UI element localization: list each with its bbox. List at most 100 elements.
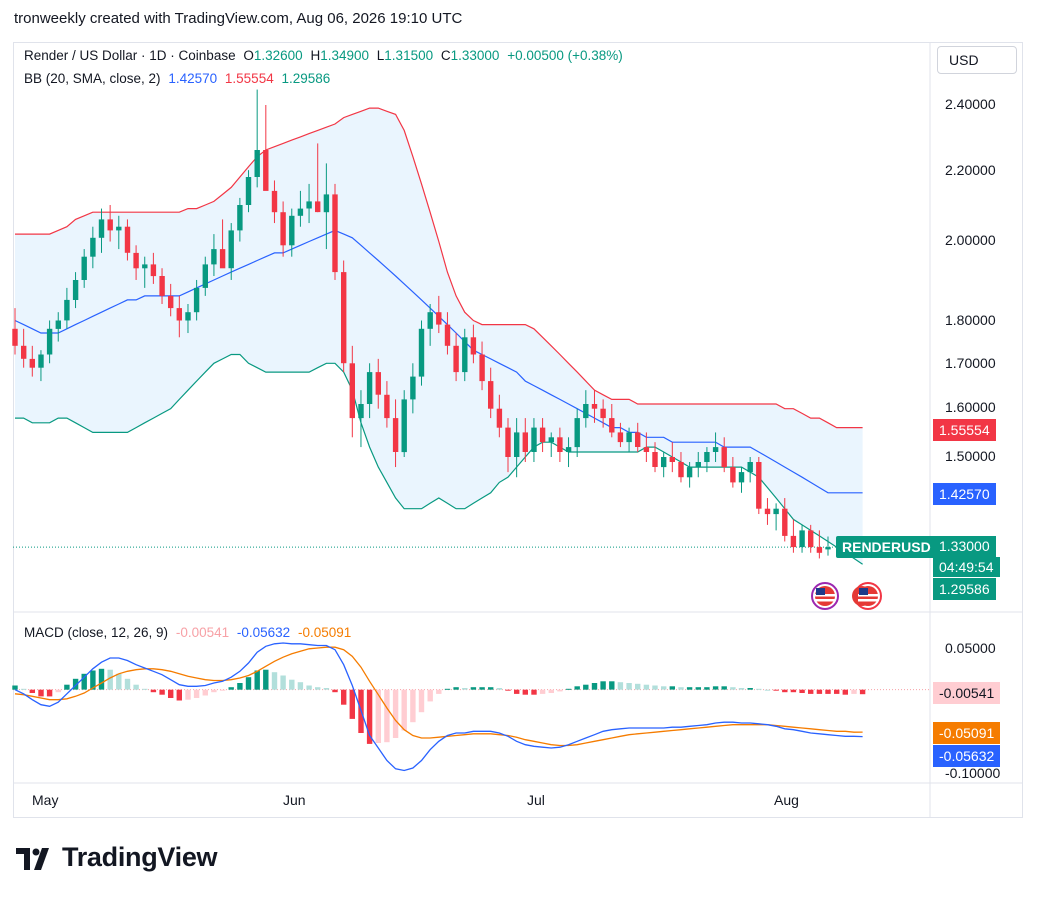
macd-histogram-bar bbox=[782, 689, 788, 693]
last-price-tag: 1.33000 bbox=[933, 536, 996, 557]
close-label: C bbox=[440, 48, 451, 63]
candle-body bbox=[142, 264, 148, 269]
macd-histogram-bar bbox=[90, 670, 96, 690]
price-tick-label: 2.40000 bbox=[945, 96, 996, 112]
x-tick-label: Jun bbox=[283, 792, 306, 808]
candle-body bbox=[557, 437, 563, 452]
upper-band-tag: 1.55554 bbox=[933, 419, 996, 441]
candle-body bbox=[773, 508, 779, 515]
candle-body bbox=[453, 345, 459, 373]
macd-histogram-bar bbox=[219, 689, 226, 691]
macd-histogram-bar bbox=[375, 689, 381, 743]
candle-body bbox=[522, 432, 528, 452]
macd-histogram-bar bbox=[669, 686, 675, 690]
candle-body bbox=[81, 256, 87, 280]
low-value: 1.31500 bbox=[384, 48, 434, 63]
macd-histogram-bar bbox=[842, 689, 848, 695]
candle-body bbox=[38, 354, 44, 368]
candle-body bbox=[263, 150, 269, 191]
candle-body bbox=[315, 201, 321, 213]
currency-button[interactable]: USD bbox=[937, 46, 1017, 74]
macd-histogram-bar bbox=[756, 688, 762, 690]
candle-body bbox=[652, 452, 658, 467]
candle-body bbox=[565, 447, 572, 452]
candle-body bbox=[401, 399, 407, 453]
macd-histogram-bar bbox=[150, 689, 157, 693]
macd-histogram-bar bbox=[505, 689, 511, 691]
candle-body bbox=[410, 376, 416, 400]
candle-body bbox=[686, 467, 693, 478]
macd-histogram-bar bbox=[738, 688, 745, 690]
macd-histogram-bar bbox=[185, 689, 191, 700]
candle-body bbox=[738, 472, 745, 483]
candle-body bbox=[254, 150, 260, 177]
open-value: 1.32600 bbox=[253, 48, 303, 63]
macd-histogram-bar bbox=[764, 689, 771, 691]
macd-histogram-bar bbox=[193, 689, 200, 698]
macd-histogram-bar bbox=[280, 675, 286, 690]
candle-body bbox=[332, 194, 338, 273]
bb-basis-value: 1.42570 bbox=[168, 71, 218, 86]
candle-body bbox=[591, 404, 598, 409]
bb-label[interactable]: BB (20, SMA, close, 2) bbox=[24, 71, 161, 86]
macd-histogram-bar bbox=[306, 685, 312, 690]
candle-body bbox=[219, 249, 226, 269]
candle-body bbox=[90, 237, 96, 257]
macd-histogram-bar bbox=[392, 689, 399, 738]
macd-histogram-bar bbox=[825, 689, 831, 694]
macd-histogram-bar bbox=[444, 688, 451, 690]
x-tick-label: May bbox=[32, 792, 59, 808]
bollinger-upper-line bbox=[15, 107, 863, 429]
candle-body bbox=[384, 394, 390, 419]
macd-histogram-bar bbox=[12, 685, 18, 690]
macd-histogram-bar bbox=[548, 689, 554, 693]
macd-histogram-bar bbox=[799, 689, 805, 693]
candle-body bbox=[712, 447, 719, 452]
candle-body bbox=[306, 201, 312, 209]
candle-body bbox=[366, 372, 373, 404]
candle-body bbox=[816, 547, 823, 553]
candle-body bbox=[72, 280, 79, 300]
chart-frame bbox=[13, 42, 1023, 818]
candle-body bbox=[661, 457, 667, 468]
price-tick-label: 1.60000 bbox=[945, 399, 996, 415]
candle-body bbox=[609, 418, 615, 433]
candle-body bbox=[176, 308, 182, 321]
symbol-legend: Render / US Dollar · 1D · Coinbase O1.32… bbox=[24, 48, 627, 63]
candle-body bbox=[531, 427, 537, 452]
macd-histogram-bar bbox=[626, 683, 632, 690]
candle-body bbox=[237, 205, 243, 231]
candle-body bbox=[116, 226, 122, 231]
macd-histogram-bar bbox=[384, 689, 390, 743]
bb-legend: BB (20, SMA, close, 2) 1.42570 1.55554 1… bbox=[24, 71, 334, 86]
macd-histogram-bar bbox=[72, 678, 79, 690]
symbol-title[interactable]: Render / US Dollar · 1D · Coinbase bbox=[24, 48, 236, 63]
macd-histogram-bar bbox=[600, 681, 606, 690]
candle-body bbox=[228, 230, 234, 269]
high-value: 1.34900 bbox=[320, 48, 370, 63]
macd-tick-label: -0.10000 bbox=[945, 765, 1001, 781]
tradingview-logo[interactable]: TradingView bbox=[16, 842, 218, 873]
candle-body bbox=[150, 264, 157, 277]
price-tick-label: 1.80000 bbox=[945, 312, 996, 328]
chart-caption: tronweekly created with TradingView.com,… bbox=[14, 10, 463, 27]
candle-body bbox=[635, 432, 641, 447]
candle-body bbox=[747, 462, 753, 473]
candle-body bbox=[358, 404, 364, 419]
price-tick-label: 2.00000 bbox=[945, 232, 996, 248]
macd-histogram-bar bbox=[514, 689, 520, 694]
us-flag-icon[interactable] bbox=[810, 581, 890, 611]
candle-body bbox=[185, 312, 191, 321]
macd-histogram-bar bbox=[453, 687, 459, 690]
candle-body bbox=[669, 457, 675, 462]
macd-histogram-bar bbox=[643, 684, 650, 690]
macd-histogram-bar bbox=[98, 668, 105, 690]
candle-body bbox=[280, 212, 286, 246]
macd-histogram-bar bbox=[38, 689, 44, 697]
candle-body bbox=[349, 363, 355, 419]
macd-histogram-bar bbox=[21, 688, 27, 690]
macd-label[interactable]: MACD (close, 12, 26, 9) bbox=[24, 625, 169, 640]
candle-body bbox=[107, 219, 113, 231]
macd-histogram-bar bbox=[583, 684, 589, 690]
